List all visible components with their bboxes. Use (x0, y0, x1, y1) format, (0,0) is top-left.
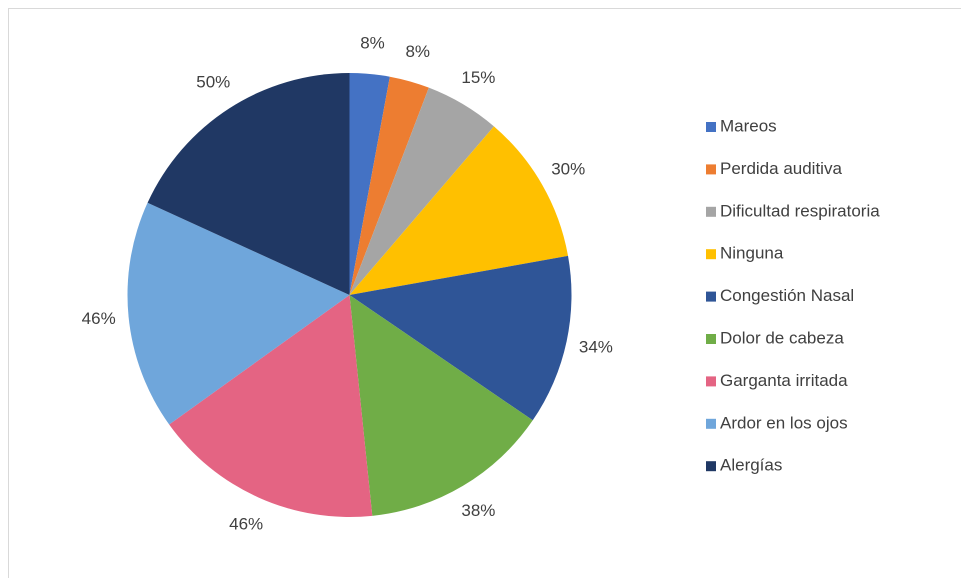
legend-label: Perdida auditiva (720, 159, 842, 178)
data-label: 8% (360, 34, 385, 53)
legend-swatch (706, 164, 716, 174)
data-label: 38% (461, 501, 495, 520)
legend-label: Congestión Nasal (720, 286, 854, 305)
legend-label: Dificultad respiratoria (720, 201, 880, 220)
legend-swatch (706, 207, 716, 217)
data-label: 50% (196, 72, 230, 91)
legend-swatch (706, 334, 716, 344)
legend-swatch (706, 376, 716, 386)
legend-swatch (706, 461, 716, 471)
legend-label: Alergías (720, 456, 782, 475)
legend-swatch (706, 292, 716, 302)
data-label: 15% (461, 68, 495, 87)
legend-label: Mareos (720, 116, 777, 135)
data-label: 34% (579, 337, 613, 356)
legend-label: Ardor en los ojos (720, 413, 848, 432)
legend-swatch (706, 249, 716, 259)
data-label: 46% (82, 309, 116, 328)
legend-swatch (706, 419, 716, 429)
legend-swatch (706, 122, 716, 132)
data-label: 8% (405, 42, 430, 61)
data-label: 46% (229, 514, 263, 533)
data-label: 30% (551, 159, 585, 178)
legend-label: Garganta irritada (720, 371, 848, 390)
legend-label: Dolor de cabeza (720, 328, 844, 347)
legend-label: Ninguna (720, 244, 784, 263)
